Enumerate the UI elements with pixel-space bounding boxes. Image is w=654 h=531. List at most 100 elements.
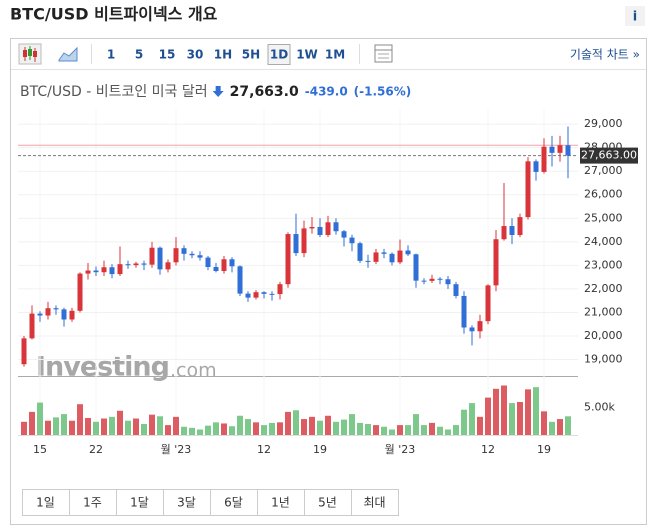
- volume-bar: [173, 416, 179, 435]
- candle-body: [285, 234, 291, 285]
- volume-bar: [277, 422, 283, 435]
- range-button[interactable]: 1달: [130, 496, 149, 510]
- current-price-label: 27,663.00: [581, 149, 637, 162]
- volume-bar: [245, 419, 251, 435]
- table-icon[interactable]: [374, 44, 393, 63]
- range-button[interactable]: 1주: [83, 496, 102, 510]
- candle-body: [333, 222, 339, 232]
- candle-body: [301, 228, 307, 254]
- period-button[interactable]: 1: [107, 48, 115, 62]
- volume-bar: [205, 425, 211, 435]
- y-tick-label: 27,000: [584, 164, 623, 177]
- volume-bar: [341, 419, 347, 435]
- info-icon[interactable]: i: [633, 10, 637, 25]
- volume-bar: [237, 415, 243, 435]
- candle-body: [413, 254, 419, 281]
- volume-bar: [101, 418, 107, 435]
- period-button[interactable]: 1H: [214, 48, 232, 62]
- range-button[interactable]: 1년: [271, 496, 290, 510]
- volume-bar: [53, 417, 59, 435]
- page-title: BTC/USD 비트파이넥스 개요: [10, 5, 218, 24]
- candle-body: [509, 226, 515, 235]
- y-tick-label: 23,000: [584, 258, 623, 271]
- volume-bar: [253, 422, 259, 435]
- volume-bar: [533, 387, 539, 435]
- period-button[interactable]: 5: [135, 48, 143, 62]
- volume-bar: [45, 420, 51, 435]
- volume-bar: [141, 424, 147, 435]
- volume-bar: [557, 419, 563, 435]
- candle-body: [341, 231, 347, 238]
- period-button[interactable]: 1W: [296, 48, 318, 62]
- volume-bar: [525, 389, 531, 435]
- volume-bar: [221, 423, 227, 435]
- candle-body: [133, 263, 139, 266]
- range-button[interactable]: 최대: [363, 496, 385, 510]
- area-icon[interactable]: [58, 46, 78, 62]
- candle-body: [229, 259, 235, 267]
- volume-bar: [453, 425, 459, 435]
- y-tick-label: 26,000: [584, 188, 623, 201]
- candle-body: [125, 264, 131, 266]
- candle-body: [173, 248, 179, 263]
- candle-body: [421, 280, 427, 282]
- range-button[interactable]: 1일: [36, 496, 55, 510]
- volume-bar: [461, 409, 467, 435]
- candle-body: [429, 278, 435, 281]
- y-tick-label: 29,000: [584, 117, 623, 130]
- watermark-suffix: .com: [170, 360, 217, 382]
- volume-bar: [509, 403, 515, 435]
- candle-body: [149, 247, 155, 265]
- volume-bar: [477, 416, 483, 435]
- candle-body: [269, 293, 275, 295]
- period-button[interactable]: 30: [187, 48, 204, 62]
- range-bar: [22, 489, 399, 516]
- current-price-box: [580, 147, 638, 164]
- volume-bar: [29, 411, 35, 435]
- volume-bar: [77, 404, 83, 435]
- volume-bar: [189, 427, 195, 435]
- chart-frame: [10, 38, 647, 525]
- range-button[interactable]: 5년: [318, 496, 337, 510]
- volume-bar: [333, 421, 339, 435]
- candle-body: [317, 226, 323, 235]
- candle-body: [197, 255, 203, 258]
- volume-bar: [37, 402, 43, 435]
- candle-body: [445, 279, 451, 285]
- period-button[interactable]: 1M: [325, 48, 345, 62]
- period-selected: [267, 44, 291, 65]
- volume-bar: [493, 388, 499, 435]
- candle-body: [85, 270, 91, 274]
- volume-bar: [61, 414, 67, 435]
- candle-body: [141, 263, 147, 265]
- volume-bar: [149, 414, 155, 435]
- candle-body: [493, 239, 499, 286]
- candle-body: [77, 273, 83, 311]
- candle-body: [221, 259, 227, 272]
- quote-change: -439.0: [305, 85, 348, 99]
- volume-bar: [165, 425, 171, 435]
- candle-body: [245, 293, 251, 298]
- candle-body: [21, 338, 27, 365]
- candle-icon[interactable]: [18, 43, 42, 65]
- candle-body: [501, 226, 507, 240]
- candle-body: [309, 226, 315, 229]
- volume-bar: [541, 411, 547, 435]
- volume-bar: [517, 402, 523, 435]
- technical-chart-link[interactable]: 기술적 차트 »: [570, 48, 640, 62]
- period-button[interactable]: 5H: [242, 48, 260, 62]
- volume-bar: [157, 416, 163, 435]
- range-button[interactable]: 6달: [224, 496, 243, 510]
- candle-body: [61, 309, 67, 320]
- volume-bar: [309, 416, 315, 435]
- x-tick-label: 12: [481, 443, 495, 456]
- volume-bar: [133, 418, 139, 435]
- period-button[interactable]: 1D: [270, 48, 288, 62]
- volume-bar: [293, 410, 299, 435]
- range-button[interactable]: 3달: [177, 496, 196, 510]
- info-button[interactable]: [625, 6, 645, 26]
- period-button[interactable]: 15: [159, 48, 176, 62]
- volume-bar: [389, 429, 395, 435]
- volume-bar: [437, 426, 443, 435]
- x-tick-label: 19: [537, 443, 551, 456]
